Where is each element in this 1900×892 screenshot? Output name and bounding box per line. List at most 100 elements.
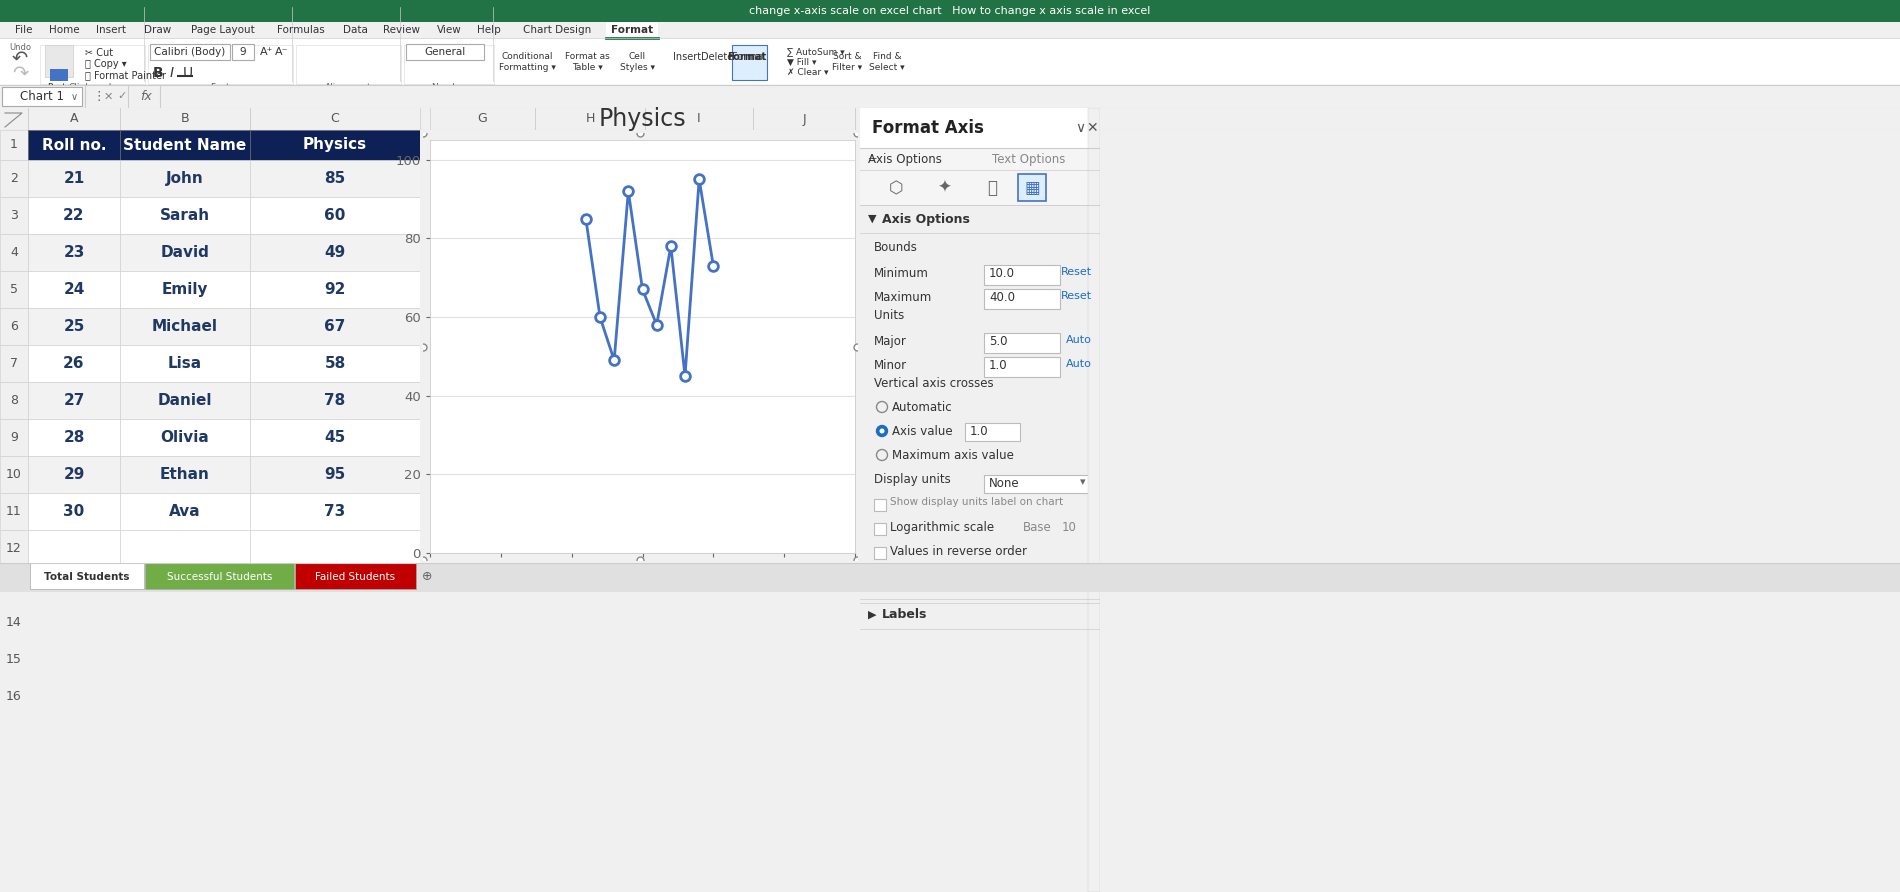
Bar — [606, 22, 657, 38]
Text: 1: 1 — [10, 138, 17, 152]
Bar — [861, 148, 1100, 170]
Text: Chart 1: Chart 1 — [21, 90, 65, 103]
Bar — [251, 271, 420, 308]
Text: ▶: ▶ — [868, 580, 876, 590]
Bar — [984, 333, 1060, 353]
Text: Values in reverse order: Values in reverse order — [889, 545, 1028, 558]
Bar — [251, 234, 420, 271]
Text: Michael: Michael — [152, 319, 218, 334]
Text: 21: 21 — [63, 171, 86, 186]
Bar — [28, 678, 120, 715]
Bar — [120, 308, 251, 345]
Text: H: H — [585, 112, 595, 126]
Bar — [0, 456, 28, 493]
Text: Draw: Draw — [144, 25, 171, 35]
Text: Undo: Undo — [10, 43, 30, 52]
Text: Olivia: Olivia — [162, 430, 209, 445]
Bar — [0, 38, 1900, 85]
Bar — [251, 530, 420, 567]
Bar — [407, 44, 484, 60]
Text: 10: 10 — [1062, 521, 1077, 534]
Bar — [296, 45, 401, 84]
Text: Sort &
Filter ▾: Sort & Filter ▾ — [832, 53, 863, 71]
Text: ∨: ∨ — [70, 92, 78, 102]
Bar — [251, 160, 420, 197]
Text: David: David — [162, 245, 209, 260]
Text: Lisa: Lisa — [167, 356, 201, 371]
Text: Physics: Physics — [302, 137, 367, 153]
Text: ✦: ✦ — [937, 179, 950, 197]
Circle shape — [876, 425, 887, 436]
Text: Bounds: Bounds — [874, 241, 918, 254]
Bar — [984, 289, 1060, 309]
Text: 5: 5 — [10, 283, 17, 296]
Text: ▾: ▾ — [1079, 477, 1085, 487]
Bar — [28, 456, 120, 493]
Text: Text Options: Text Options — [992, 153, 1066, 166]
Text: 22: 22 — [63, 208, 86, 223]
Bar — [405, 45, 494, 84]
Text: Display units: Display units — [874, 473, 950, 486]
Text: Page Layout: Page Layout — [190, 25, 255, 35]
Text: Automatic: Automatic — [891, 401, 952, 414]
Text: ⬡: ⬡ — [889, 179, 902, 197]
Text: None: None — [990, 477, 1020, 490]
Bar — [0, 271, 28, 308]
Bar — [861, 205, 1100, 233]
Bar — [861, 108, 1100, 148]
Text: Axis value: Axis value — [891, 425, 952, 438]
Bar — [46, 45, 72, 77]
Text: Daniel: Daniel — [158, 393, 213, 408]
Text: A⁺: A⁺ — [260, 47, 274, 57]
Bar — [120, 419, 251, 456]
Bar — [0, 567, 28, 604]
Text: Total Students: Total Students — [44, 572, 129, 582]
Text: Insert: Insert — [97, 25, 125, 35]
Text: 28: 28 — [63, 430, 86, 445]
Text: Formulas: Formulas — [277, 25, 325, 35]
Text: Ethan: Ethan — [160, 467, 209, 482]
Bar — [120, 567, 251, 604]
Bar — [28, 493, 120, 530]
Text: Student Name: Student Name — [124, 137, 247, 153]
Text: Font: Font — [211, 83, 230, 92]
Text: 🖌 Format Painter: 🖌 Format Painter — [86, 70, 165, 80]
Bar — [120, 271, 251, 308]
Bar — [0, 382, 28, 419]
Bar — [232, 44, 255, 60]
Bar — [251, 678, 420, 715]
Text: 4: 4 — [10, 246, 17, 259]
Text: Calibri (Body): Calibri (Body) — [154, 47, 226, 57]
Bar — [861, 170, 1100, 205]
Bar — [251, 308, 420, 345]
Text: J: J — [802, 112, 806, 126]
Bar — [120, 234, 251, 271]
Bar — [120, 197, 251, 234]
Text: Reset: Reset — [1060, 267, 1092, 277]
Bar — [28, 567, 120, 604]
Bar — [0, 234, 28, 271]
Bar — [0, 22, 1900, 38]
Text: Show display units label on chart: Show display units label on chart — [889, 497, 1064, 507]
Text: I: I — [169, 66, 175, 80]
Bar — [0, 641, 28, 678]
Bar — [28, 130, 120, 160]
Text: 7: 7 — [10, 357, 17, 370]
Text: 8: 8 — [10, 394, 17, 407]
Text: 92: 92 — [325, 282, 346, 297]
Text: 30: 30 — [63, 504, 86, 519]
Bar — [874, 523, 885, 535]
Text: Find &
Select ▾: Find & Select ▾ — [868, 53, 904, 71]
Bar — [120, 456, 251, 493]
Text: 78: 78 — [325, 393, 346, 408]
Text: 40.0: 40.0 — [990, 291, 1015, 304]
Text: 16: 16 — [6, 690, 23, 703]
Bar — [251, 197, 420, 234]
Bar — [251, 382, 420, 419]
Bar — [120, 130, 251, 160]
Bar — [0, 108, 28, 130]
Bar — [120, 530, 251, 567]
Bar — [251, 130, 420, 160]
Bar — [251, 493, 420, 530]
Bar — [2, 87, 82, 106]
